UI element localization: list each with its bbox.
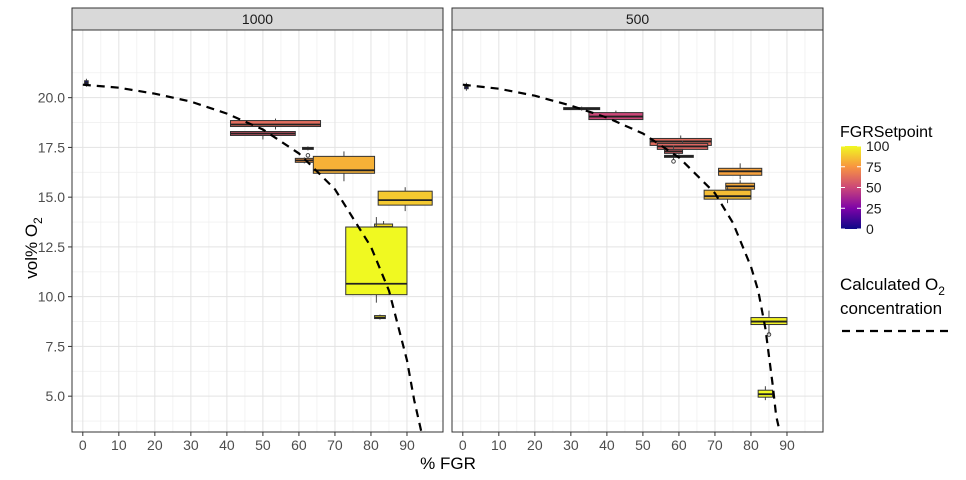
- boxplot: [345, 217, 408, 303]
- boxplot: [377, 187, 433, 212]
- x-tick-label: 50: [635, 437, 651, 453]
- y-axis: 5.0 7.5 10.0 12.5 15.0 17.5 20.0: [38, 90, 72, 404]
- boxplot: [294, 157, 314, 164]
- x-tick-label: 70: [707, 437, 723, 453]
- calculated-o2-curve: [82, 83, 423, 433]
- x-tick-label: 30: [563, 437, 579, 453]
- y-tick-label: 17.5: [38, 139, 65, 155]
- y-tick-label: 5.0: [46, 388, 66, 404]
- colorbar-tick-label: 25: [866, 200, 882, 216]
- y-axis-title: vol% O2: [22, 217, 45, 279]
- boxplot: [703, 187, 752, 204]
- boxplot: [302, 146, 314, 158]
- boxplot: [757, 386, 774, 401]
- boxplot: [312, 151, 376, 182]
- line-legend: Calculated O2 concentration: [840, 275, 948, 333]
- colorbar-gradient: [841, 146, 861, 229]
- x-tick-label: 40: [599, 437, 615, 453]
- boxplot-outlier: [305, 153, 311, 158]
- x-tick-label: 0: [79, 437, 87, 453]
- x-tick-label: 10: [111, 437, 127, 453]
- colorbar-ticks: 100 75 50 25 0: [841, 138, 890, 237]
- x-axis: 0 10 20 30 40 50 60 70 80 90: [459, 432, 795, 453]
- y-tick-label: 15.0: [38, 189, 65, 205]
- boxplot: [750, 310, 788, 337]
- panels-layer: 1000 0 10 20 30 40 50 60 70 80 90 5.0 7.5 10.0 12.5 15.…: [38, 7, 824, 453]
- boxplots: [464, 82, 788, 401]
- x-axis: 0 10 20 30 40 50 60 70 80 90: [79, 432, 415, 453]
- x-tick-label: 90: [779, 437, 795, 453]
- panel-border: [451, 29, 824, 433]
- calculated-o2-curve: [462, 83, 781, 433]
- y-tick-label: 7.5: [46, 338, 66, 354]
- boxplot: [229, 118, 322, 130]
- line-legend-title-line2: concentration: [840, 299, 942, 318]
- boxplot-box: [312, 155, 376, 174]
- boxplot-outlier: [766, 332, 772, 337]
- x-tick-label: 0: [459, 437, 467, 453]
- plot-background: [452, 30, 823, 432]
- boxplot-box: [377, 190, 433, 206]
- boxplot-outlier: [671, 159, 676, 164]
- colorbar-tick-label: 100: [866, 138, 890, 154]
- boxplot-box: [229, 120, 322, 128]
- y-tick-label: 10.0: [38, 289, 65, 305]
- panel-border: [71, 29, 444, 433]
- boxplot-box: [703, 189, 752, 200]
- y-tick-label: 12.5: [38, 239, 65, 255]
- x-tick-label: 90: [399, 437, 415, 453]
- colorbar-tick-label: 75: [866, 159, 882, 175]
- boxplot: [563, 106, 601, 111]
- x-tick-label: 10: [491, 437, 507, 453]
- x-tick-label: 30: [183, 437, 199, 453]
- facet-strip-label: 500: [626, 11, 650, 27]
- colorbar-tick-label: 50: [866, 180, 882, 196]
- x-axis-title: % FGR: [420, 454, 476, 473]
- x-tick-label: 50: [255, 437, 271, 453]
- x-tick-label: 60: [291, 437, 307, 453]
- line-legend-title: Calculated O2: [840, 275, 945, 298]
- boxplots: [84, 78, 433, 320]
- x-tick-label: 70: [327, 437, 343, 453]
- boxplot: [588, 110, 644, 122]
- boxplot: [718, 163, 763, 180]
- y-tick-label: 20.0: [38, 90, 65, 106]
- boxplot: [664, 145, 684, 164]
- x-tick-label: 20: [147, 437, 163, 453]
- boxplot: [374, 314, 386, 320]
- line-legend-title-subscript: 2: [938, 284, 945, 298]
- facet-panel-1000: 1000 0 10 20 30 40 50 60 70 80 90 5.0 7.5 10.0 12.5 15.…: [38, 7, 444, 453]
- y-axis-title-main: vol% O: [22, 224, 41, 279]
- line-legend-title-main: Calculated O: [840, 275, 938, 294]
- colorbar-title: FGRSetpoint: [840, 124, 933, 141]
- facet-panel-500: 500 0 10 20 30 40 50 60 70 80 90: [451, 7, 824, 453]
- x-tick-label: 60: [671, 437, 687, 453]
- x-tick-label: 40: [219, 437, 235, 453]
- facet-strip-label: 1000: [242, 11, 273, 27]
- y-axis-title-subscript: 2: [31, 217, 45, 224]
- x-tick-label: 80: [743, 437, 759, 453]
- x-tick-label: 20: [527, 437, 543, 453]
- colorbar-tick-label: 0: [866, 221, 874, 237]
- colorbar-legend: FGRSetpoint 100 75 50 25 0: [840, 124, 933, 237]
- x-tick-label: 80: [363, 437, 379, 453]
